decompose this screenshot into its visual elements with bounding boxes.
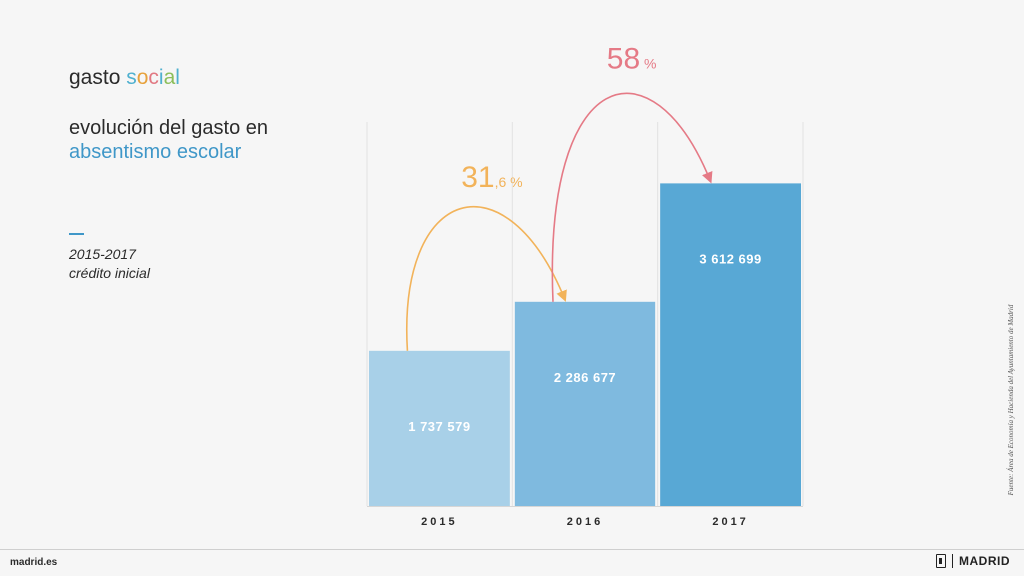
title-part-2: social (126, 66, 180, 89)
footer-site-link[interactable]: madrid.es (10, 557, 58, 568)
bar-value-label: 3 612 699 (699, 251, 761, 266)
madrid-crest-icon (936, 554, 946, 568)
growth-label: 31,6 % (461, 161, 522, 194)
x-tick-label: 2016 (567, 516, 603, 528)
footer-divider (0, 549, 1024, 550)
bar-2016 (514, 301, 656, 506)
subtitle-line-2: absentismo escolar (69, 141, 242, 163)
madrid-logo: MADRID (936, 554, 1010, 568)
x-tick-label: 2015 (421, 516, 457, 528)
page-title: gasto social (69, 66, 180, 90)
title-letter: i (158, 66, 164, 89)
budget-type: crédito inicial (69, 265, 150, 281)
growth-label: 58 % (607, 42, 657, 75)
bar-value-label: 2 286 677 (554, 370, 616, 385)
growth-arrow (551, 92, 713, 302)
growth-label-dec: ,6 (495, 174, 507, 190)
growth-label-unit: % (640, 55, 656, 71)
growth-label-int: 31 (461, 161, 494, 194)
subtitle-line-1: evolución del gasto en (69, 117, 269, 139)
period-years: 2015-2017 (69, 246, 136, 262)
accent-divider (69, 233, 84, 235)
title-letter: s (126, 66, 137, 89)
period-info: 2015-2017 crédito inicial (69, 245, 150, 283)
x-tick-label: 2017 (712, 516, 748, 528)
logo-text: MADRID (959, 554, 1010, 568)
bar-value-label: 1 737 579 (408, 419, 470, 434)
title-part-1: gasto (69, 66, 127, 89)
title-letter: a (163, 66, 176, 89)
growth-arrow (405, 205, 567, 351)
growth-label-int: 58 (607, 42, 640, 75)
source-note: Fuente: Área de Economía y Hacienda del … (1007, 304, 1015, 496)
title-letter: c (148, 66, 159, 89)
bar-2017 (660, 183, 801, 507)
growth-label-unit: % (506, 174, 522, 190)
title-letter: o (136, 66, 149, 89)
title-letter: l (175, 66, 180, 89)
bar-2015 (369, 350, 510, 506)
logo-separator (952, 554, 953, 568)
chart-subtitle: evolución del gasto en absentismo escola… (69, 116, 268, 164)
